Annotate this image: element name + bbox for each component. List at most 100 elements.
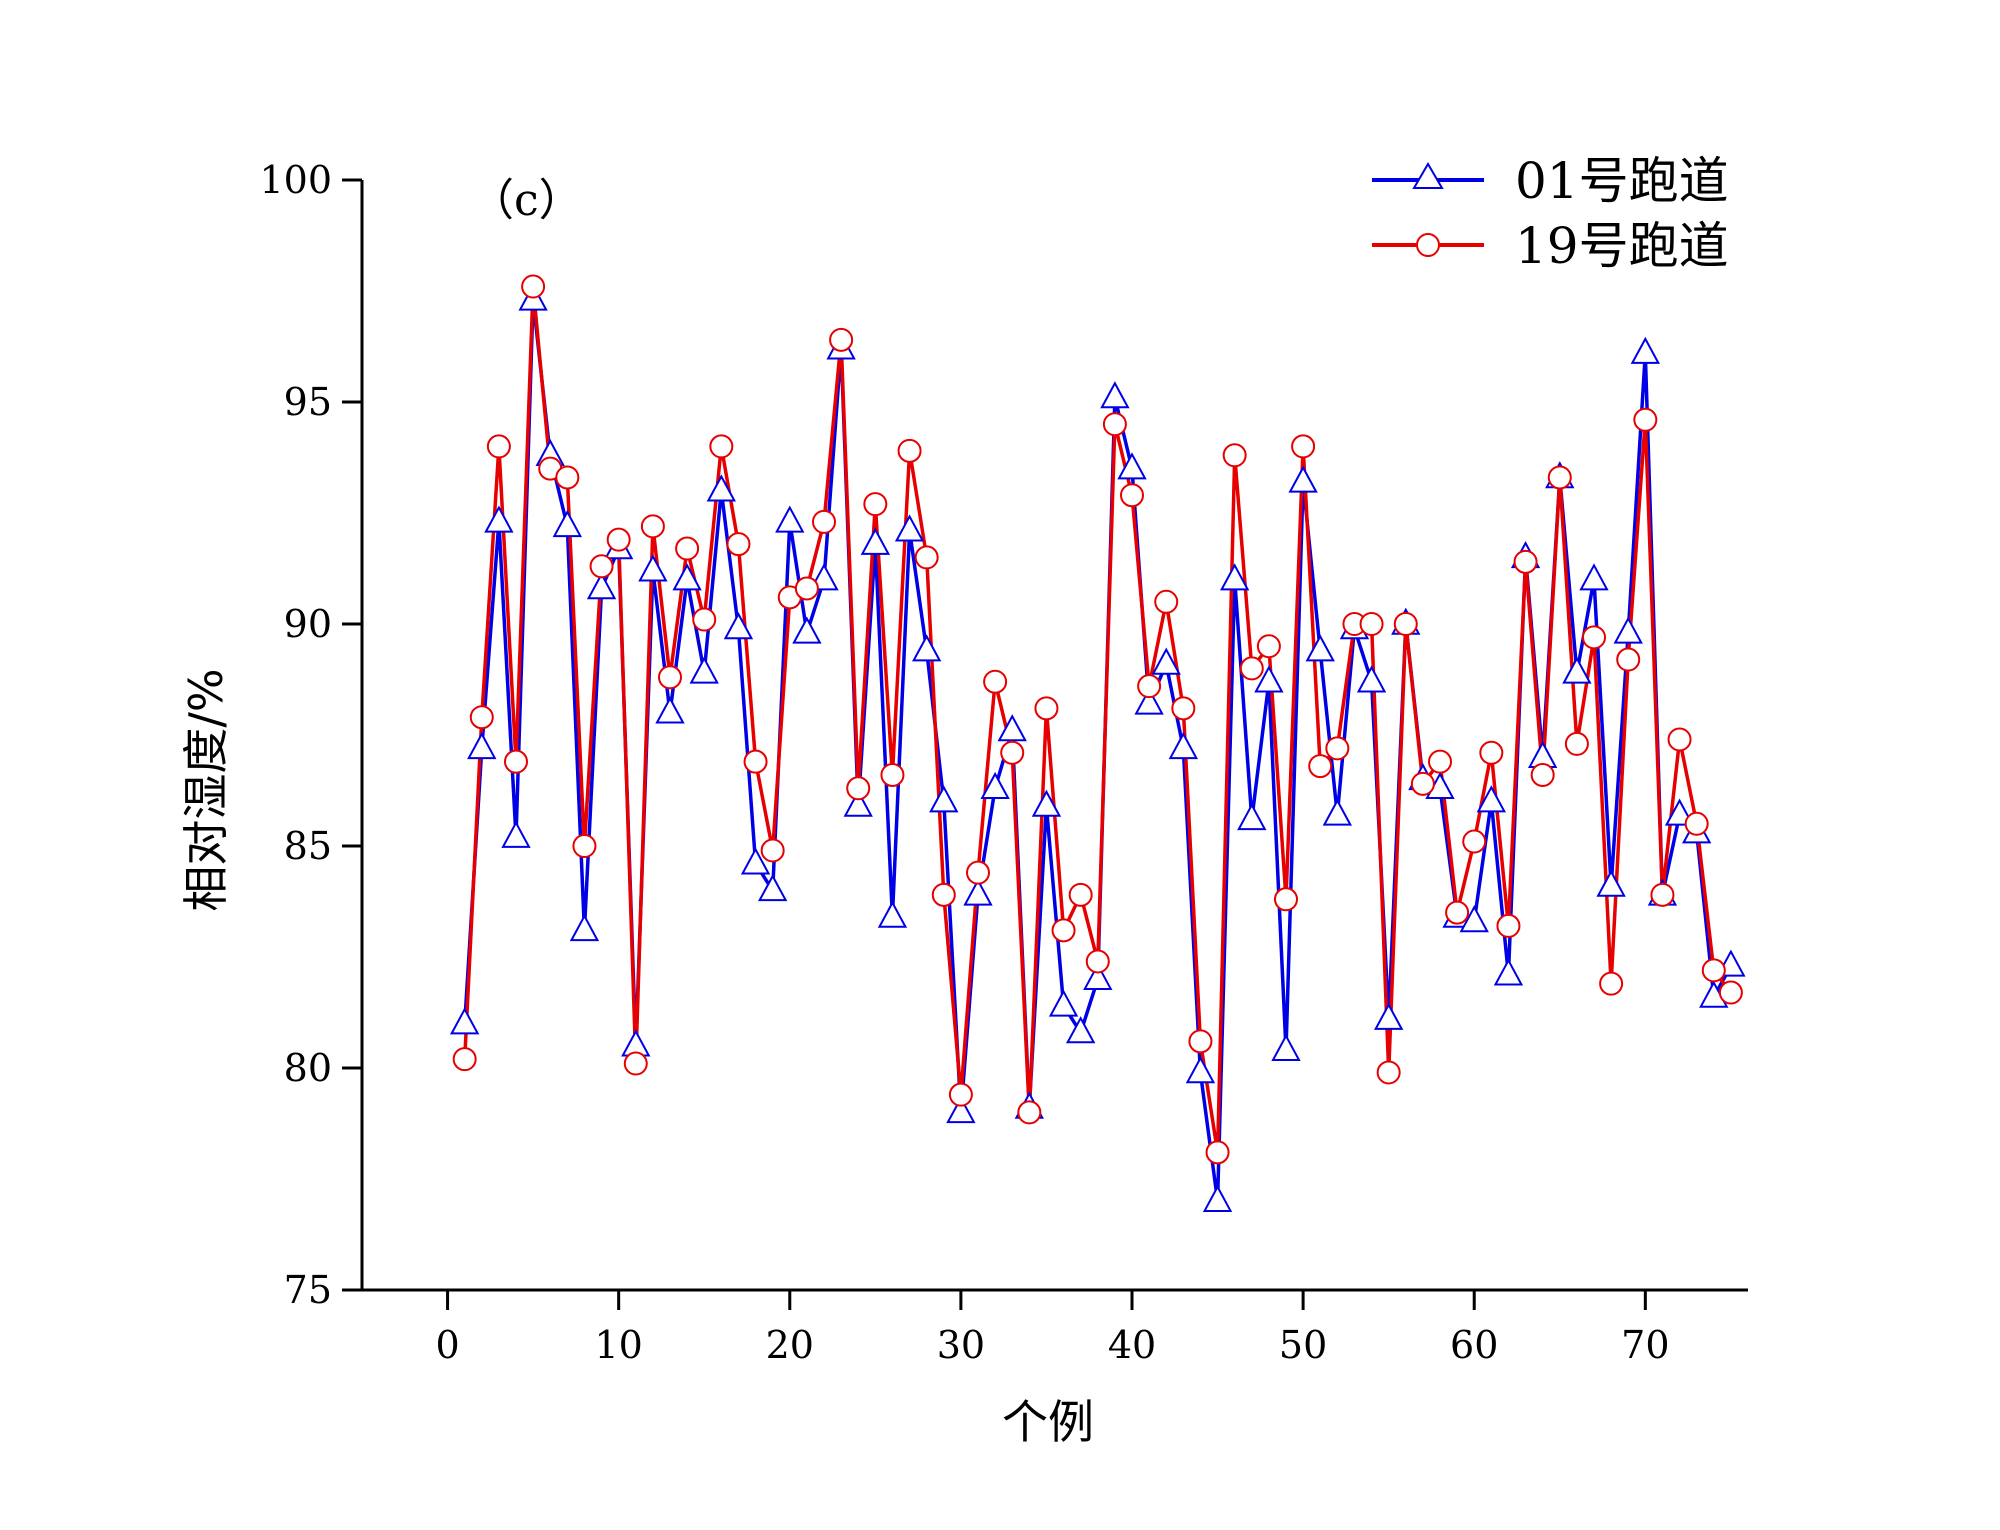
- data-point-series-1: [997, 714, 1027, 742]
- data-point-series-1: [843, 789, 873, 817]
- x-tick-label: 40: [1108, 1323, 1156, 1367]
- data-point-series-1: [946, 1095, 976, 1124]
- data-point-series-2: [1445, 900, 1470, 925]
- data-point-series-1: [655, 696, 685, 724]
- x-tick-label: 50: [1279, 1323, 1327, 1367]
- data-point-series-1: [980, 771, 1010, 800]
- y-tick-label: 80: [284, 1046, 332, 1090]
- data-point-series-2: [846, 776, 871, 801]
- data-point-series-2: [1547, 465, 1572, 490]
- panel-label: （c）: [470, 175, 583, 226]
- data-point-series-1: [757, 873, 788, 902]
- data-point-series-2: [743, 749, 768, 774]
- data-point-series-1: [775, 505, 805, 533]
- data-point-series-1: [569, 913, 600, 942]
- data-point-series-1: [929, 785, 959, 813]
- data-point-series-1: [1596, 869, 1626, 897]
- data-point-series-2: [1291, 434, 1316, 459]
- data-point-series-2: [863, 492, 888, 517]
- data-point-series-1: [1476, 785, 1507, 813]
- data-point-series-2: [1120, 483, 1144, 508]
- y-axis-title: 相对湿度/%: [179, 668, 233, 911]
- data-point-series-2: [1633, 407, 1658, 432]
- data-point-series-1: [1065, 1016, 1096, 1044]
- data-point-series-1: [552, 509, 583, 538]
- legend-label-series-1: 01号跑道: [1515, 152, 1729, 210]
- data-point-series-1: [740, 847, 771, 875]
- data-point-series-2: [914, 545, 939, 570]
- x-tick-label: 10: [594, 1323, 642, 1367]
- data-point-series-1: [1562, 656, 1592, 684]
- data-point-series-1: [860, 527, 891, 555]
- data-point-series-1: [894, 514, 925, 542]
- data-point-series-2: [1650, 882, 1675, 907]
- data-point-series-2: [1034, 696, 1059, 721]
- data-point-series-1: [1493, 958, 1524, 986]
- y-tick-label: 100: [259, 158, 332, 202]
- data-point-series-2: [1051, 918, 1076, 943]
- data-point-series-2: [948, 1082, 973, 1107]
- data-point-series-1: [792, 616, 822, 644]
- data-point-series-2: [469, 705, 494, 730]
- data-point-series-2: [1017, 1100, 1042, 1125]
- data-point-series-2: [1188, 1029, 1213, 1054]
- data-point-series-1: [706, 474, 737, 502]
- series-layer: [449, 274, 1746, 1212]
- data-point-series-2: [1684, 811, 1709, 836]
- data-point-series-2: [1085, 949, 1110, 974]
- data-point-series-1: [1322, 798, 1353, 826]
- data-point-series-2: [1256, 634, 1281, 659]
- data-point-series-2: [1000, 740, 1025, 765]
- legend-label-series-2: 19号跑道: [1515, 217, 1729, 275]
- data-point-series-2: [1359, 612, 1384, 636]
- legend-item-series-2: 19号跑道: [1372, 217, 1729, 275]
- data-point-series-2: [1462, 829, 1487, 854]
- x-tick-label: 20: [766, 1323, 814, 1367]
- data-point-series-2: [812, 509, 836, 534]
- data-point-series-2: [1428, 749, 1452, 774]
- data-point-series-2: [1701, 958, 1726, 983]
- data-point-series-2: [1410, 771, 1435, 796]
- data-point-series-1: [1031, 789, 1062, 817]
- data-point-series-1: [911, 634, 942, 662]
- data-point-series-1: [1083, 962, 1113, 990]
- data-point-series-2: [983, 669, 1008, 694]
- data-point-series-2: [1599, 971, 1624, 996]
- data-point-series-2: [897, 438, 922, 463]
- data-point-series-2: [1513, 549, 1538, 574]
- data-point-series-1: [1271, 1033, 1301, 1061]
- x-tick-label: 30: [937, 1323, 985, 1367]
- data-point-series-2: [572, 834, 597, 858]
- data-point-series-1: [1202, 1184, 1233, 1212]
- data-point-series-2: [1171, 696, 1196, 721]
- data-point-series-1: [877, 900, 908, 928]
- data-point-series-2: [1393, 612, 1418, 636]
- data-point-series-2: [829, 327, 854, 352]
- data-point-series-2: [1274, 887, 1298, 912]
- legend: 01号跑道 19号跑道: [1372, 152, 1729, 275]
- data-point-series-1: [1134, 687, 1164, 715]
- data-point-series-1: [501, 820, 531, 848]
- data-point-series-1: [1613, 616, 1643, 644]
- data-point-series-1: [1459, 905, 1489, 933]
- data-point-series-2: [1496, 913, 1521, 938]
- data-point-series-1: [723, 612, 754, 640]
- data-point-series-2: [640, 514, 665, 539]
- legend-triangle-icon: [1412, 162, 1444, 189]
- data-point-series-2: [794, 576, 819, 601]
- data-point-series-1: [638, 554, 668, 582]
- data-point-series-2: [966, 860, 990, 885]
- x-tick-label: 60: [1450, 1323, 1498, 1367]
- data-point-series-1: [1168, 731, 1199, 760]
- data-point-series-2: [555, 465, 580, 490]
- data-point-series-2: [623, 1051, 648, 1076]
- data-point-series-1: [1254, 665, 1284, 693]
- data-point-series-1: [1237, 802, 1267, 831]
- data-point-series-2: [1325, 736, 1350, 761]
- data-point-series-1: [672, 563, 702, 591]
- legend-circle-icon: [1416, 233, 1440, 257]
- data-point-series-2: [606, 527, 631, 552]
- data-point-series-2: [709, 434, 734, 459]
- data-point-series-1: [484, 505, 514, 533]
